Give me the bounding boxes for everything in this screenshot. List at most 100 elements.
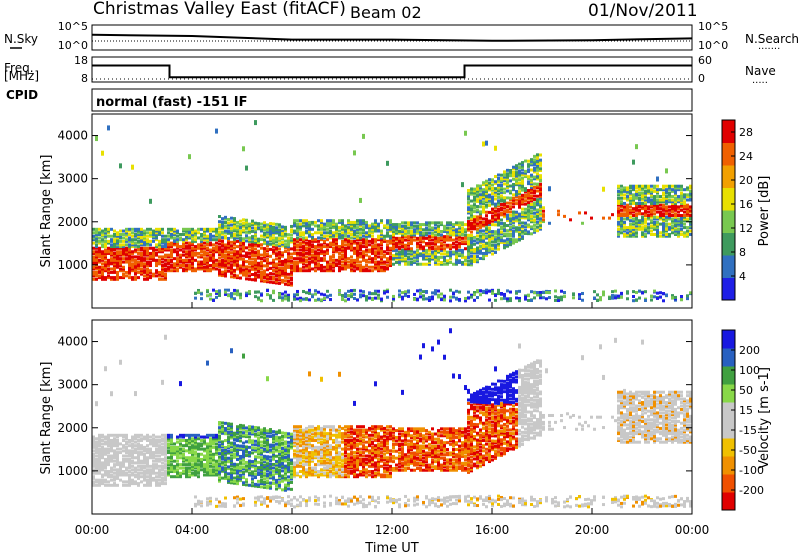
heatmap-cell xyxy=(683,226,686,230)
heatmap-cell xyxy=(257,265,260,269)
heatmap-cell xyxy=(170,459,173,463)
heatmap-cell xyxy=(116,471,119,475)
heatmap-cell xyxy=(356,243,359,247)
heatmap-cell xyxy=(275,228,278,232)
heatmap-cell xyxy=(152,442,155,446)
heatmap-cell xyxy=(482,243,485,247)
heatmap-cell xyxy=(455,248,458,252)
heatmap-cell xyxy=(494,206,497,210)
heatmap-cell xyxy=(263,269,266,273)
colorbar-swatch xyxy=(722,255,735,278)
heatmap-cell xyxy=(173,248,176,252)
heatmap-cell xyxy=(272,244,275,248)
heatmap-cell xyxy=(656,232,659,236)
heatmap-cell xyxy=(146,272,149,276)
heatmap-cell xyxy=(659,231,662,235)
heatmap-cell xyxy=(224,215,227,219)
heatmap-cell xyxy=(476,248,479,252)
noise-ytick-right-top: 10^5 xyxy=(698,20,728,33)
heatmap-cell xyxy=(287,281,290,285)
heatmap-cell xyxy=(389,246,392,250)
heatmap-cell xyxy=(188,234,191,238)
heatmap-cell xyxy=(464,257,467,261)
heatmap-cell xyxy=(512,172,515,176)
heatmap-cell xyxy=(197,288,200,292)
heatmap-cell xyxy=(167,468,170,472)
heatmap-cell xyxy=(461,228,464,232)
heatmap-cell xyxy=(674,198,677,202)
heatmap-cell xyxy=(95,243,98,247)
heatmap-cell xyxy=(530,187,533,191)
heatmap-cell xyxy=(323,250,326,254)
heatmap-cell xyxy=(359,241,362,245)
heatmap-cell xyxy=(101,464,104,468)
mode-line: normal (fast) -151 IF xyxy=(96,95,247,110)
heatmap-cell xyxy=(224,262,227,266)
heatmap-cell xyxy=(224,257,227,261)
heatmap-cell xyxy=(236,239,239,243)
heatmap-cell xyxy=(512,186,515,190)
heatmap-cell xyxy=(332,219,335,223)
heatmap-cell xyxy=(329,241,332,245)
heatmap-cell xyxy=(347,226,350,230)
heatmap-cell xyxy=(650,298,653,302)
heatmap-cell xyxy=(167,238,170,242)
heatmap-cell xyxy=(176,231,179,235)
heatmap-cell xyxy=(191,238,194,242)
heatmap-cell xyxy=(173,264,176,268)
heatmap-cell xyxy=(500,208,503,212)
heatmap-cell xyxy=(506,244,509,248)
heatmap-cell xyxy=(341,227,344,231)
heatmap-cell xyxy=(284,275,287,279)
heatmap-cell xyxy=(293,257,296,261)
heatmap-cell xyxy=(689,191,692,195)
heatmap-cell xyxy=(437,231,440,235)
heatmap-cell xyxy=(671,220,674,224)
heatmap-cell xyxy=(158,454,161,458)
heatmap-cell xyxy=(410,233,413,237)
heatmap-cell xyxy=(224,272,227,276)
heatmap-cell xyxy=(158,435,161,439)
heatmap-cell xyxy=(362,290,365,294)
heatmap-cell xyxy=(398,261,401,265)
heatmap-cell xyxy=(416,224,419,228)
heatmap-cell xyxy=(104,241,107,245)
heatmap-cell xyxy=(644,193,647,197)
heatmap-cell xyxy=(155,260,158,264)
heatmap-cell xyxy=(347,234,350,238)
heatmap-cell xyxy=(431,295,434,299)
heatmap-cell xyxy=(233,273,236,277)
heatmap-cell xyxy=(236,231,239,235)
heatmap-cell xyxy=(332,253,335,257)
heatmap-cell xyxy=(305,258,308,262)
heatmap-cell xyxy=(239,269,242,273)
heatmap-cell xyxy=(518,222,521,226)
heatmap-cell xyxy=(332,264,335,268)
heatmap-cell xyxy=(338,246,341,250)
heatmap-cell xyxy=(290,264,293,268)
heatmap-cell xyxy=(287,233,290,237)
heatmap-cell xyxy=(260,263,263,267)
heatmap-cell xyxy=(233,239,236,243)
heatmap-cell xyxy=(215,232,218,236)
heatmap-cell xyxy=(446,262,449,266)
heatmap-cell xyxy=(224,217,227,221)
heatmap-cell xyxy=(275,248,278,252)
heatmap-cell xyxy=(146,243,149,247)
heatmap-cell xyxy=(638,210,641,214)
heatmap-cell xyxy=(350,260,353,264)
heatmap-cell xyxy=(617,184,620,188)
heatmap-cell xyxy=(125,258,128,262)
heatmap-cell xyxy=(281,270,284,274)
heatmap-cell xyxy=(152,253,155,257)
heatmap-cell xyxy=(245,260,248,264)
heatmap-cell xyxy=(467,197,470,201)
heatmap-cell xyxy=(233,220,236,224)
heatmap-cell xyxy=(158,250,161,254)
heatmap-cell xyxy=(620,220,623,224)
heatmap-cell xyxy=(293,293,296,297)
heatmap-cell xyxy=(125,253,128,257)
heatmap-cell xyxy=(620,184,623,188)
heatmap-cell xyxy=(119,471,122,475)
heatmap-cell xyxy=(656,184,659,188)
